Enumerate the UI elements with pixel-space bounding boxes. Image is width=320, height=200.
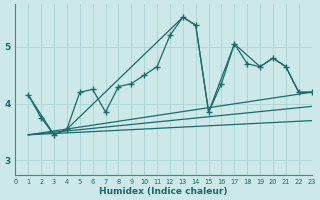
X-axis label: Humidex (Indice chaleur): Humidex (Indice chaleur): [99, 187, 228, 196]
